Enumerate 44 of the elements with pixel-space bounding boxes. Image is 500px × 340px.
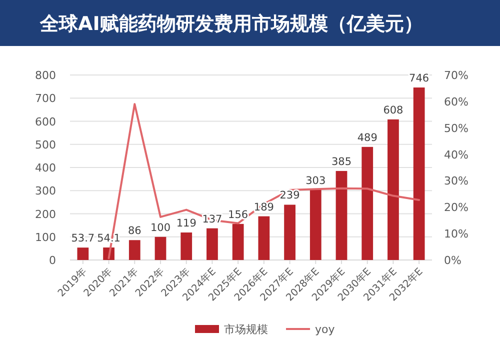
y-tick-label: 500 bbox=[35, 138, 56, 152]
bar bbox=[232, 224, 244, 260]
data-label: 100 bbox=[150, 222, 171, 234]
y-tick-label: 800 bbox=[35, 69, 56, 82]
y-tick-label: 200 bbox=[35, 208, 56, 221]
data-label: 86 bbox=[128, 225, 142, 238]
bar bbox=[413, 87, 425, 260]
y-tick-label: 300 bbox=[35, 184, 56, 198]
y2-tick-label: 60% bbox=[444, 95, 468, 108]
legend-label: yoy bbox=[315, 323, 336, 336]
data-label: 156 bbox=[228, 208, 248, 221]
bar bbox=[128, 240, 140, 260]
data-label: 385 bbox=[331, 156, 352, 168]
y2-tick-label: 20% bbox=[444, 201, 468, 214]
bar bbox=[310, 190, 322, 260]
data-label: 489 bbox=[357, 132, 378, 144]
legend-label: 市场规模 bbox=[224, 323, 268, 336]
bar bbox=[77, 248, 89, 260]
y2-tick-label: 70% bbox=[444, 69, 468, 82]
bar bbox=[362, 146, 374, 260]
y2-tick-label: 40% bbox=[444, 148, 468, 162]
bar bbox=[284, 204, 296, 260]
y-tick-label: 400 bbox=[35, 162, 56, 174]
y2-tick-label: 10% bbox=[444, 228, 468, 241]
bar bbox=[154, 236, 166, 260]
y2-tick-label: 50% bbox=[444, 122, 468, 135]
data-label: 239 bbox=[280, 190, 300, 202]
bar bbox=[180, 232, 192, 260]
chart-title: 全球AI赋能药物研发费用市场规模（亿美元） bbox=[39, 13, 423, 35]
data-label: 303 bbox=[306, 174, 326, 187]
y-tick-label: 600 bbox=[35, 115, 56, 128]
bar bbox=[206, 228, 218, 260]
bar bbox=[388, 119, 399, 260]
bar bbox=[336, 170, 348, 260]
y2-tick-label: 0% bbox=[444, 254, 462, 267]
data-label: 608 bbox=[383, 104, 404, 116]
y2-tick-label: 30% bbox=[444, 174, 468, 188]
y-tick-label: 100 bbox=[35, 230, 56, 244]
y-tick-label: 0 bbox=[49, 254, 56, 267]
bar bbox=[258, 216, 270, 260]
data-label: 119 bbox=[176, 217, 196, 230]
data-label: 53.7 bbox=[71, 232, 95, 245]
data-label: 746 bbox=[409, 72, 430, 84]
y-tick-label: 700 bbox=[35, 92, 56, 106]
